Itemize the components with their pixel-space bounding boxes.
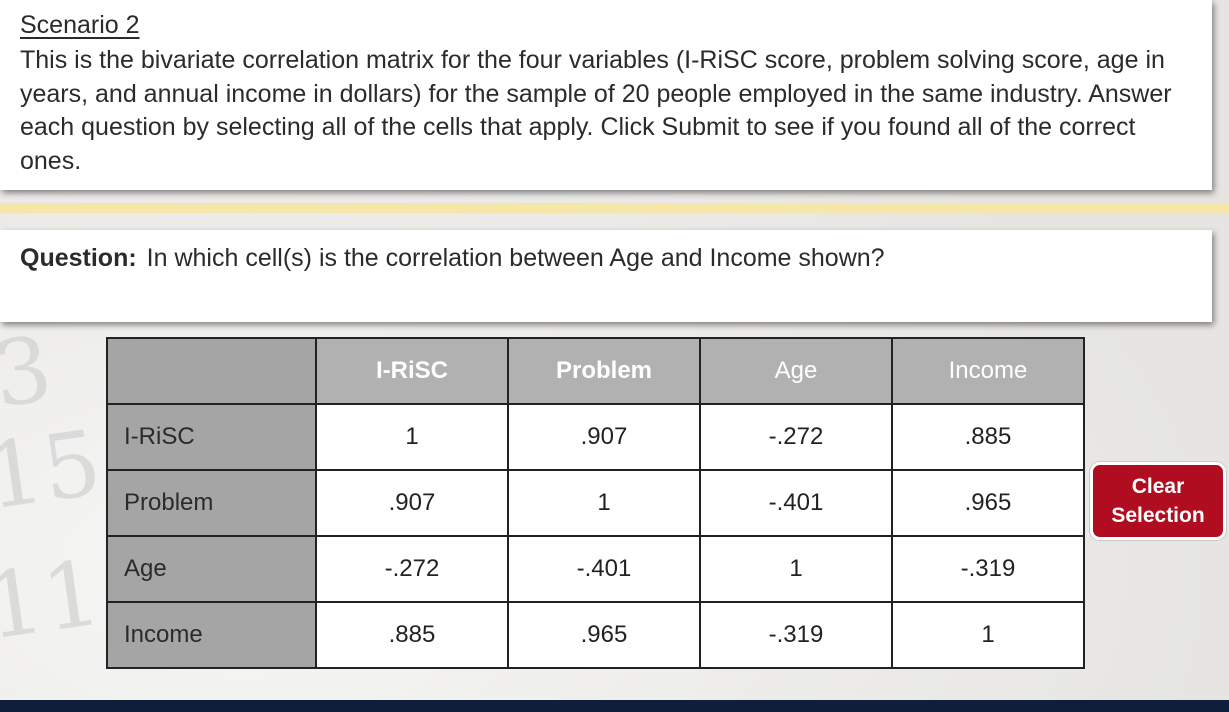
matrix-cell[interactable]: -.319	[891, 535, 1085, 603]
clear-button-label-line2: Selection	[1111, 504, 1205, 527]
matrix-cell[interactable]: -.401	[699, 469, 893, 537]
footer-bar	[0, 700, 1229, 712]
question-card: Question: In which cell(s) is the correla…	[0, 230, 1212, 322]
question-label: Question:	[20, 244, 137, 272]
matrix-cell[interactable]: -.272	[315, 535, 509, 603]
clear-button-label-line1: Clear	[1131, 475, 1185, 498]
matrix-cell[interactable]: .965	[507, 601, 701, 669]
matrix-cell[interactable]: 1	[315, 403, 509, 471]
matrix-cell[interactable]: .885	[315, 601, 509, 669]
background-digits: 11	[0, 540, 108, 661]
column-header-problem: Problem	[507, 337, 701, 405]
column-header-irisc: I-RiSC	[315, 337, 509, 405]
matrix-cell[interactable]: 1	[891, 601, 1085, 669]
scenario-title: Scenario 2	[20, 11, 140, 39]
matrix-cell[interactable]: -.319	[699, 601, 893, 669]
matrix-cell[interactable]: -.401	[507, 535, 701, 603]
scenario-card: Scenario 2 This is the bivariate correla…	[0, 0, 1212, 190]
row-header-income: Income	[106, 601, 317, 669]
column-header-age: Age	[699, 337, 893, 405]
matrix-cell[interactable]: -.272	[699, 403, 893, 471]
matrix-row-income: Income .885 .965 -.319 1	[106, 601, 1085, 669]
matrix-cell[interactable]: 1	[699, 535, 893, 603]
column-header-income: Income	[891, 337, 1085, 405]
matrix-header-row: I-RiSC Problem Age Income	[106, 337, 1085, 405]
matrix-row-irisc: I-RiSC 1 .907 -.272 .885	[106, 403, 1085, 471]
matrix-cell[interactable]: .885	[891, 403, 1085, 471]
question-prompt: Question: In which cell(s) is the correla…	[20, 244, 885, 273]
divider-bar	[0, 203, 1229, 213]
matrix-cell[interactable]: .907	[315, 469, 509, 537]
row-header-irisc: I-RiSC	[106, 403, 317, 471]
matrix-cell[interactable]: .907	[507, 403, 701, 471]
scenario-description: This is the bivariate correlation matrix…	[20, 46, 1172, 175]
matrix-row-problem: Problem .907 1 -.401 .965	[106, 469, 1085, 537]
matrix-row-age: Age -.272 -.401 1 -.319	[106, 535, 1085, 603]
clear-selection-button[interactable]: Clear Selection	[1090, 462, 1226, 540]
matrix-cell[interactable]: 1	[507, 469, 701, 537]
matrix-corner-cell	[106, 337, 317, 405]
row-header-age: Age	[106, 535, 317, 603]
row-header-problem: Problem	[106, 469, 317, 537]
correlation-matrix: I-RiSC Problem Age Income I-RiSC 1 .907 …	[106, 337, 1085, 669]
matrix-cell[interactable]: .965	[891, 469, 1085, 537]
background-digits: 15	[0, 410, 108, 531]
question-text: In which cell(s) is the correlation betw…	[146, 244, 885, 272]
